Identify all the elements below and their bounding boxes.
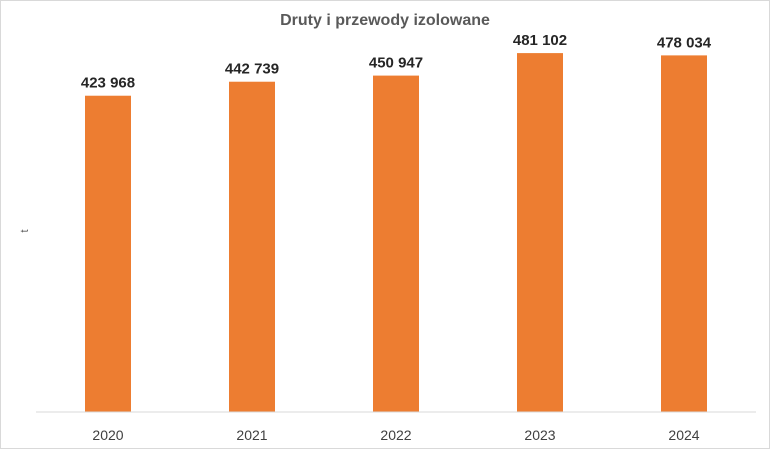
data-labels-layer: 423 968 442 739 450 947 481 102 478 034 <box>81 32 712 92</box>
chart-title: Druty i przewody izolowane <box>280 12 490 29</box>
data-label-2023: 481 102 <box>513 32 567 49</box>
bar-2022 <box>373 75 419 412</box>
bar-2020 <box>85 95 131 412</box>
bars-layer <box>85 53 707 413</box>
y-axis-title: t <box>19 229 31 232</box>
data-label-2020: 423 968 <box>81 75 135 92</box>
x-tick-label-2020: 2020 <box>92 427 123 443</box>
x-tick-label-2024: 2024 <box>668 427 699 443</box>
x-tick-label-2023: 2023 <box>524 427 555 443</box>
x-tick-labels-layer: 2020 2021 2022 2023 2024 <box>92 427 699 443</box>
data-label-2024: 478 034 <box>657 34 712 51</box>
bar-2023 <box>517 53 563 413</box>
data-label-2021: 442 739 <box>225 61 279 78</box>
data-label-2022: 450 947 <box>369 55 423 72</box>
x-tick-label-2022: 2022 <box>380 427 411 443</box>
bar-2024 <box>661 55 707 413</box>
x-tick-label-2021: 2021 <box>236 427 267 443</box>
bar-2021 <box>229 81 275 412</box>
